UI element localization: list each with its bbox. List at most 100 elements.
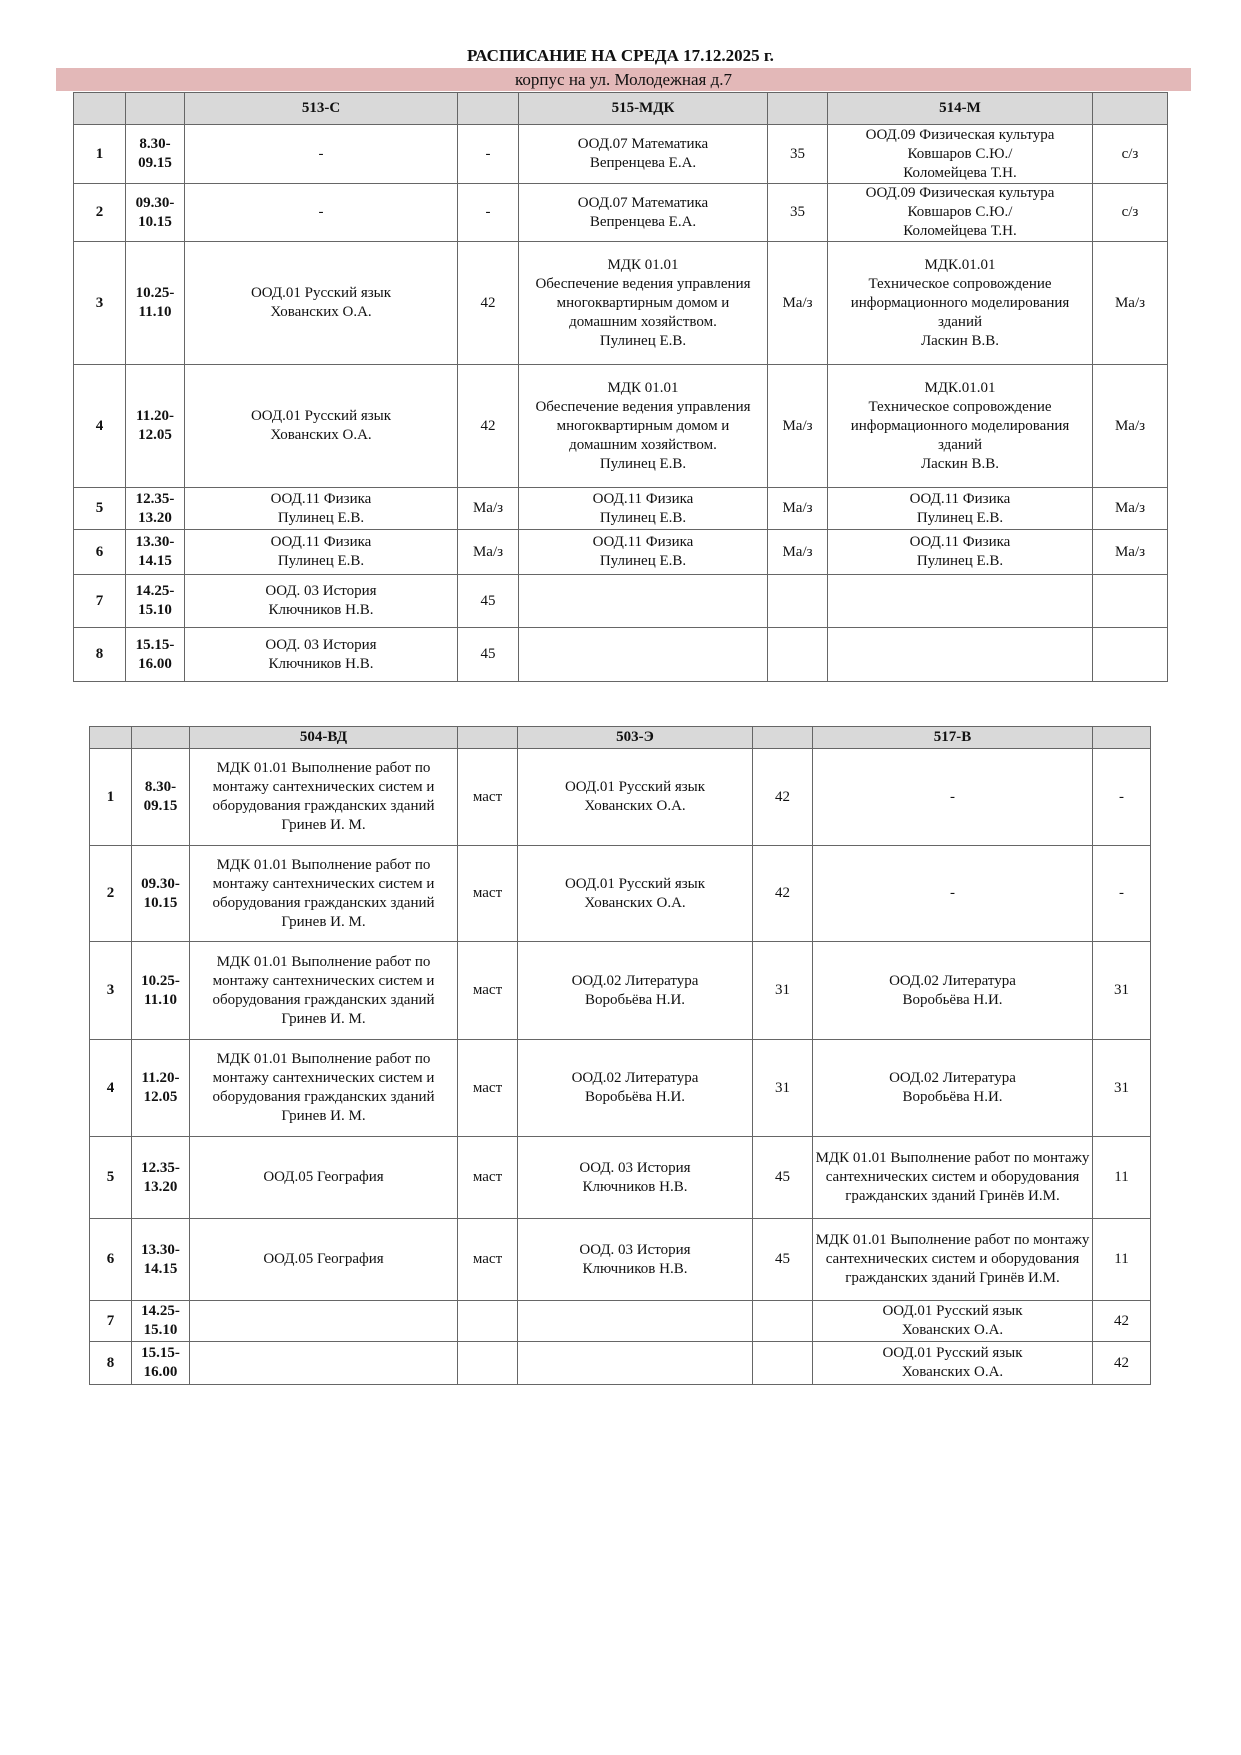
room-cell: 35	[767, 124, 828, 184]
group-header: 503-Э	[517, 726, 753, 749]
room-cell: -	[457, 124, 519, 184]
table-row: 1 8.30- 09.15 МДК 01.01 Выполнение работ п…	[89, 748, 1151, 846]
header-empty-cell	[73, 92, 126, 125]
room-cell: 31	[1092, 941, 1151, 1040]
subject-cell: МДК 01.01 Выполнение работ по монтажу са…	[189, 941, 458, 1040]
subject-cell	[827, 627, 1093, 682]
header-empty-cell	[89, 726, 132, 749]
subject-cell: ООД.11 Физика Пулинец Е.В.	[184, 487, 458, 530]
table-row: 3 10.25- 11.10 ООД.01 Русский язык Хованск…	[73, 241, 1168, 365]
group-header: 517-В	[812, 726, 1093, 749]
subject-cell	[518, 627, 768, 682]
lesson-number-cell: 3	[89, 941, 132, 1040]
room-cell: 42	[457, 241, 519, 365]
lesson-number-cell: 1	[73, 124, 126, 184]
lesson-time-cell: 12.35- 13.20	[125, 487, 185, 530]
room-cell: 42	[1092, 1300, 1151, 1342]
table-row: 8 15.15- 16.00 ООД.01 Русский язык Хованск…	[89, 1341, 1151, 1385]
table-row: 2 09.30- 10.15- - ООД.07 Математика Вепренц…	[73, 183, 1168, 242]
subject-cell: МДК 01.01 Обеспечение ведения управления…	[518, 364, 768, 488]
lesson-time-cell: 15.15- 16.00	[125, 627, 185, 682]
table-row: 7 14.25- 15.10 ООД. 03 История Ключников Н…	[73, 574, 1168, 628]
room-cell: маст	[457, 941, 518, 1040]
header-empty-cell	[457, 92, 519, 125]
room-cell	[1092, 574, 1168, 628]
room-cell: 45	[752, 1136, 813, 1219]
table-row: 4 11.20- 12.05 МДК 01.01 Выполнение работ …	[89, 1039, 1151, 1137]
room-cell	[767, 574, 828, 628]
room-cell	[752, 1300, 813, 1342]
subject-cell: ООД.02 Литература Воробьёва Н.И.	[517, 1039, 753, 1137]
lesson-time-cell: 11.20- 12.05	[125, 364, 185, 488]
schedule-table-1: 513-С 515-МДК 514-М 1 8.30- 09.15- - ООД.07 Ма…	[73, 92, 1168, 682]
room-cell	[457, 1300, 518, 1342]
room-cell: Ма/з	[767, 487, 828, 530]
subject-cell: -	[812, 845, 1093, 942]
table-row: 6 13.30- 14.15 ООД.11 Физика Пулинец Е.В. М…	[73, 529, 1168, 575]
room-cell: 45	[457, 574, 519, 628]
room-cell: -	[457, 183, 519, 242]
subject-cell: ООД.09 Физическая культура Ковшаров С.Ю.…	[827, 124, 1093, 184]
lesson-time-cell: 13.30- 14.15	[131, 1218, 190, 1301]
lesson-time-cell: 14.25- 15.10	[125, 574, 185, 628]
lesson-number-cell: 2	[73, 183, 126, 242]
subject-cell: МДК 01.01 Обеспечение ведения управления…	[518, 241, 768, 365]
lesson-time-cell: 8.30- 09.15	[125, 124, 185, 184]
lesson-time-cell: 8.30- 09.15	[131, 748, 190, 846]
table-row: 3 10.25- 11.10 МДК 01.01 Выполнение работ …	[89, 941, 1151, 1040]
room-cell: -	[1092, 748, 1151, 846]
lesson-number-cell: 7	[73, 574, 126, 628]
room-cell: 45	[457, 627, 519, 682]
lesson-number-cell: 2	[89, 845, 132, 942]
room-cell: Ма/з	[457, 487, 519, 530]
building-banner: корпус на ул. Молодежная д.7	[56, 68, 1191, 91]
room-cell: Ма/з	[1092, 241, 1168, 365]
lesson-number-cell: 7	[89, 1300, 132, 1342]
lesson-number-cell: 8	[73, 627, 126, 682]
lesson-time-cell: 11.20- 12.05	[131, 1039, 190, 1137]
subject-cell: МДК 01.01 Выполнение работ по монтажу са…	[812, 1218, 1093, 1301]
lesson-time-cell: 13.30- 14.15	[125, 529, 185, 575]
subject-cell	[189, 1300, 458, 1342]
subject-cell	[517, 1341, 753, 1385]
room-cell	[767, 627, 828, 682]
subject-cell: МДК 01.01 Выполнение работ по монтажу са…	[189, 845, 458, 942]
group-header: 504-ВД	[189, 726, 458, 749]
subject-cell: МДК 01.01 Выполнение работ по монтажу са…	[189, 748, 458, 846]
header-empty-cell	[1092, 726, 1151, 749]
lesson-time-cell: 10.25- 11.10	[131, 941, 190, 1040]
subject-cell: ООД. 03 История Ключников Н.В.	[184, 574, 458, 628]
table-row: 8 15.15- 16.00 ООД. 03 История Ключников Н…	[73, 627, 1168, 682]
table-row: 5 12.35- 13.20 ООД.05 География маст ООД. 03…	[89, 1136, 1151, 1219]
room-cell	[752, 1341, 813, 1385]
room-cell: Ма/з	[767, 364, 828, 488]
table-row: 5 12.35- 13.20 ООД.11 Физика Пулинец Е.В. М…	[73, 487, 1168, 530]
lesson-time-cell: 09.30- 10.15	[131, 845, 190, 942]
lesson-number-cell: 8	[89, 1341, 132, 1385]
subject-cell	[517, 1300, 753, 1342]
room-cell: Ма/з	[1092, 529, 1168, 575]
lesson-number-cell: 4	[73, 364, 126, 488]
subject-cell: ООД.01 Русский язык Хованских О.А.	[517, 845, 753, 942]
room-cell: 42	[752, 748, 813, 846]
lesson-number-cell: 1	[89, 748, 132, 846]
subject-cell: ООД. 03 История Ключников Н.В.	[517, 1218, 753, 1301]
room-cell: 35	[767, 183, 828, 242]
room-cell: 11	[1092, 1218, 1151, 1301]
room-cell: Ма/з	[1092, 487, 1168, 530]
table-row: 4 11.20- 12.05 ООД.01 Русский язык Хованск…	[73, 364, 1168, 488]
room-cell	[1092, 627, 1168, 682]
table-row: 1 8.30- 09.15- - ООД.07 Математика Вепренце…	[73, 124, 1168, 184]
room-cell: маст	[457, 1136, 518, 1219]
room-cell: маст	[457, 845, 518, 942]
subject-cell: МДК.01.01 Техническое сопровождение инфо…	[827, 241, 1093, 365]
group-header: 515-МДК	[518, 92, 768, 125]
subject-cell: -	[184, 183, 458, 242]
subject-cell: ООД.11 Физика Пулинец Е.В.	[184, 529, 458, 575]
subject-cell: ООД.01 Русский язык Хованских О.А.	[812, 1300, 1093, 1342]
room-cell: маст	[457, 1218, 518, 1301]
page-title: РАСПИСАНИЕ НА СРЕДА 17.12.2025 г.	[467, 46, 774, 65]
header-empty-cell	[125, 92, 185, 125]
subject-cell: МДК 01.01 Выполнение работ по монтажу са…	[189, 1039, 458, 1137]
room-cell: Ма/з	[767, 529, 828, 575]
